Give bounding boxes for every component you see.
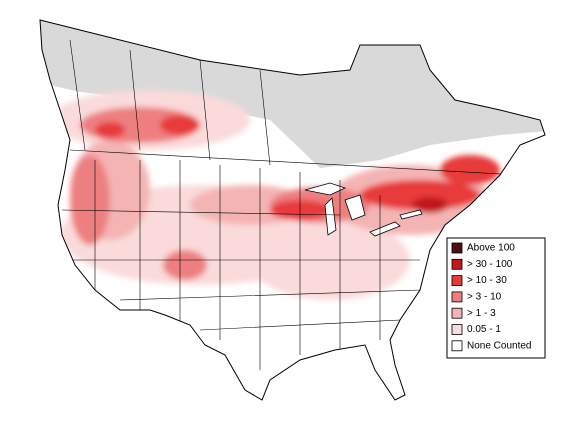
legend-swatch xyxy=(451,275,463,287)
legend-swatch xyxy=(451,340,463,352)
legend-swatch xyxy=(451,291,463,303)
legend-label: > 3 - 10 xyxy=(467,292,502,303)
legend-label: 0.05 - 1 xyxy=(467,324,501,335)
legend: Above 100 > 30 - 100 > 10 - 30 > 3 - 10 > 1 … xyxy=(446,237,546,359)
legend-label: None Counted xyxy=(467,340,532,351)
legend-label: > 10 - 30 xyxy=(467,275,507,286)
legend-swatch xyxy=(451,258,463,270)
legend-label: Above 100 xyxy=(467,243,515,254)
legend-swatch xyxy=(451,307,463,319)
legend-label: > 1 - 3 xyxy=(467,308,496,319)
legend-swatch xyxy=(451,242,463,254)
legend-box xyxy=(446,237,546,359)
legend-swatch xyxy=(451,324,463,335)
legend-label: > 30 - 100 xyxy=(467,259,513,270)
